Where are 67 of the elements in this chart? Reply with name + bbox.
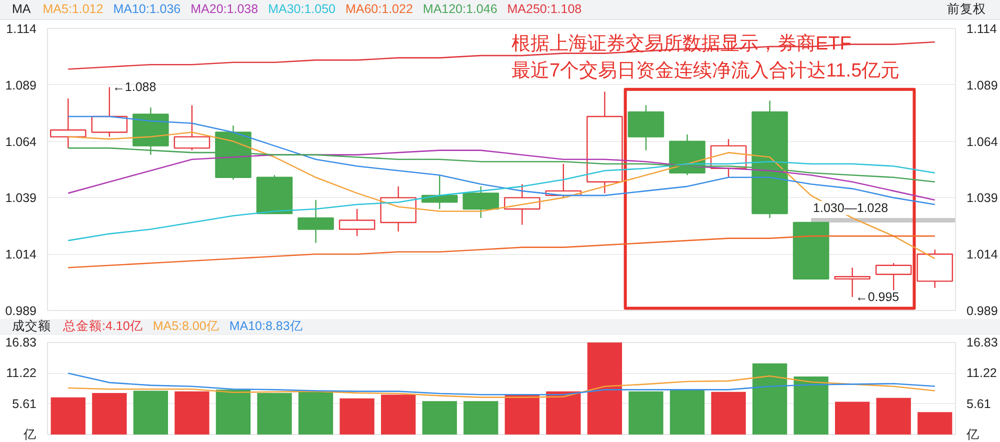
- y2-tick-label: 1.064: [966, 134, 998, 149]
- bar: [834, 402, 870, 434]
- y2-tick-label: 0.989: [966, 304, 998, 318]
- bar: [380, 394, 416, 434]
- bar: [298, 392, 334, 434]
- text: MA120:1.046: [422, 0, 498, 18]
- line-series: [67, 160, 936, 242]
- y-tick-label: 亿: [22, 428, 36, 442]
- bar: [464, 401, 498, 434]
- candlestick: [504, 184, 540, 226]
- y2-tick-label: 11.22: [966, 366, 997, 380]
- y2-tick-label: 1.014: [966, 248, 998, 262]
- text: MA5:1.012: [42, 0, 104, 18]
- y-tick-label: 16.83: [5, 336, 37, 350]
- text: MA5:8.00亿: [152, 318, 220, 335]
- bar: [670, 390, 705, 434]
- bar: [504, 394, 540, 434]
- bar: [628, 391, 664, 434]
- bar: [257, 392, 292, 434]
- y2-tick-label: 亿: [966, 428, 980, 442]
- y-tick-label: 0.989: [5, 304, 37, 318]
- y-tick-label: 1.064: [5, 134, 37, 149]
- y2-tick-label: 1.089: [966, 78, 998, 92]
- text: MA30:1.050: [268, 0, 336, 18]
- text: 总金额:4.10亿: [63, 318, 143, 335]
- legend-title: 成交额: [12, 318, 51, 335]
- line-series: [67, 235, 936, 268]
- bar: [876, 398, 911, 434]
- bar: [216, 390, 251, 434]
- text: MA10:1.036: [113, 0, 181, 18]
- text: MA250:1.108: [507, 0, 582, 18]
- y2-tick-label: 1.114: [966, 22, 997, 36]
- y-tick-label: 1.039: [5, 191, 37, 206]
- bar: [918, 412, 952, 434]
- y2-tick-label: 1.039: [966, 191, 998, 206]
- bar: [50, 397, 86, 434]
- band-label: 1.030—1.028: [813, 201, 888, 216]
- bar: [752, 363, 788, 434]
- y-tick-label: 5.61: [12, 396, 37, 411]
- y2-tick-label: 16.83: [966, 336, 998, 350]
- candlestick: [380, 186, 416, 232]
- y-tick-label: 1.114: [6, 22, 37, 36]
- text: 前复权: [947, 0, 986, 18]
- line-series: [67, 150, 936, 201]
- annotation: ←1.088: [112, 80, 156, 94]
- y-tick-label: 1.014: [5, 248, 37, 262]
- text: MA20:1.038: [190, 0, 258, 18]
- bar: [340, 398, 374, 434]
- y-tick-label: 11.22: [6, 366, 37, 380]
- annotation: 最近7个交易日资金连续净流入合计达11.5亿元: [512, 60, 900, 82]
- legend-title: MA: [12, 0, 31, 18]
- text: MA60:1.022: [345, 0, 413, 18]
- y-tick-label: 1.089: [5, 78, 37, 92]
- y2-tick-label: 5.61: [966, 396, 991, 411]
- bar: [92, 392, 127, 434]
- bar: [174, 391, 210, 434]
- candlestick: [298, 199, 334, 244]
- bar: [133, 390, 168, 434]
- bar: [546, 391, 581, 434]
- bar: [794, 376, 828, 434]
- bar: [711, 392, 746, 434]
- bar: [587, 342, 622, 434]
- bar: [422, 401, 457, 434]
- candlestick: [50, 98, 86, 149]
- text: MA10:8.83亿: [229, 318, 303, 335]
- annotation: ←0.995: [855, 290, 900, 304]
- candlestick: [586, 91, 623, 194]
